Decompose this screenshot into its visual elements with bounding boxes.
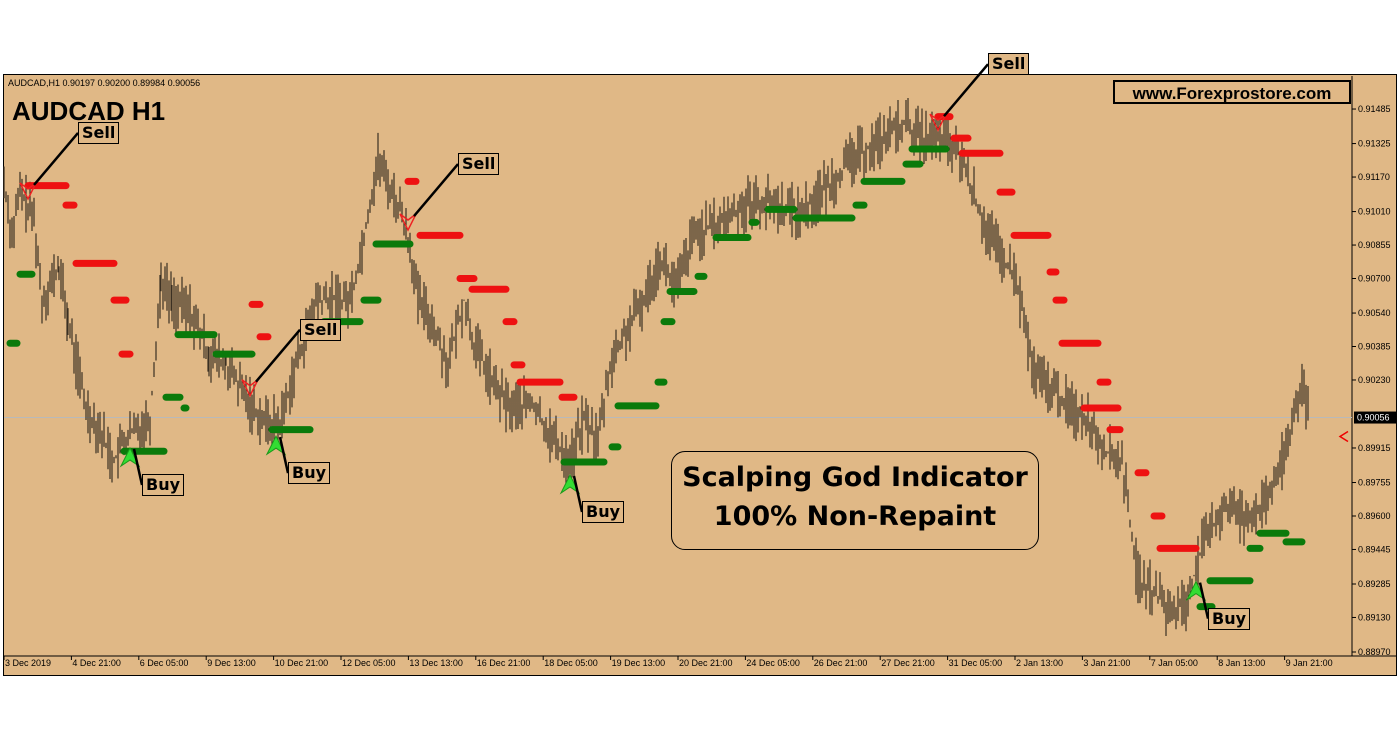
x-tick-label: 12 Dec 05:00 [342, 658, 396, 668]
current-price-badge [1354, 411, 1396, 424]
x-tick-label: 10 Dec 21:00 [275, 658, 329, 668]
buy-signal-label: Buy [1208, 607, 1251, 630]
promo-line-1: Scalping God Indicator [682, 462, 1028, 493]
callout-line [255, 328, 301, 383]
current-price-label: 0.90056 [1357, 413, 1390, 423]
callout-line [132, 448, 144, 486]
y-tick-label: 0.88970 [1358, 647, 1391, 657]
x-tick-label: 2 Jan 13:00 [1016, 658, 1063, 668]
sell-signal-label: Sell [300, 318, 342, 341]
y-tick-label: 0.90700 [1358, 274, 1391, 284]
callout-line [33, 132, 79, 186]
y-tick-label: 0.89130 [1358, 612, 1391, 622]
x-tick-label: 9 Jan 21:00 [1286, 658, 1333, 668]
y-tick-label: 0.90230 [1358, 375, 1391, 385]
x-tick-label: 24 Dec 05:00 [746, 658, 800, 668]
y-tick-label: 0.89755 [1358, 478, 1391, 488]
x-tick-label: 27 Dec 21:00 [881, 658, 935, 668]
chart-window [3, 74, 1397, 676]
y-tick-label: 0.91010 [1358, 207, 1391, 217]
x-tick-label: 31 Dec 05:00 [949, 658, 1003, 668]
sell-signal-label: Sell [78, 121, 120, 144]
x-tick-label: 20 Dec 21:00 [679, 658, 733, 668]
y-tick-label: 0.90855 [1358, 240, 1391, 250]
buy-signal-label: Buy [582, 501, 625, 523]
y-tick-label: 0.91325 [1358, 139, 1391, 149]
x-tick-label: 4 Dec 21:00 [72, 658, 121, 668]
x-tick-label: 16 Dec 21:00 [477, 658, 531, 668]
callout-line [1198, 582, 1210, 619]
promo-line-2: 100% Non-Repaint [713, 501, 997, 532]
x-tick-label: 18 Dec 05:00 [544, 658, 598, 668]
y-tick-label: 0.89600 [1358, 511, 1391, 521]
x-tick-label: 26 Dec 21:00 [814, 658, 868, 668]
symbol-info: AUDCAD,H1 0.90197 0.90200 0.89984 0.9005… [8, 78, 201, 88]
buy-signal-label: Buy [288, 462, 331, 485]
sell-signal-label: Sell [458, 153, 500, 176]
y-tick-label: 0.89445 [1358, 544, 1391, 554]
promo-box: Scalping God Indicator 100% Non-Repaint [671, 451, 1039, 550]
sell-signal-label: Sell [988, 53, 1030, 76]
website-label: www.Forexprostore.com [1113, 80, 1351, 104]
callout-line [278, 436, 290, 474]
y-tick-label: 0.89285 [1358, 579, 1391, 589]
x-tick-label: 13 Dec 13:00 [409, 658, 463, 668]
chart-title: AUDCAD H1 [12, 96, 166, 126]
x-tick-label: 3 Jan 21:00 [1083, 658, 1130, 668]
price-marker-icon [1338, 430, 1349, 443]
x-tick-label: 7 Jan 05:00 [1151, 658, 1198, 668]
callout-line [572, 475, 584, 513]
x-tick-label: 19 Dec 13:00 [612, 658, 666, 668]
y-tick-label: 0.90385 [1358, 342, 1391, 352]
x-tick-label: 9 Dec 13:00 [207, 658, 256, 668]
y-tick-label: 0.90540 [1358, 308, 1391, 318]
y-tick-label: 0.91170 [1358, 172, 1390, 182]
callout-line [943, 63, 989, 117]
x-tick-label: 6 Dec 05:00 [140, 658, 189, 668]
price-candles [3, 97, 1309, 636]
buy-signal-label: Buy [142, 474, 185, 497]
x-tick-label: 3 Dec 2019 [5, 658, 51, 668]
y-tick-label: 0.91485 [1358, 104, 1391, 114]
x-tick-label: 8 Jan 13:00 [1218, 658, 1265, 668]
callout-line [413, 163, 459, 217]
y-tick-label: 0.89915 [1358, 443, 1391, 453]
